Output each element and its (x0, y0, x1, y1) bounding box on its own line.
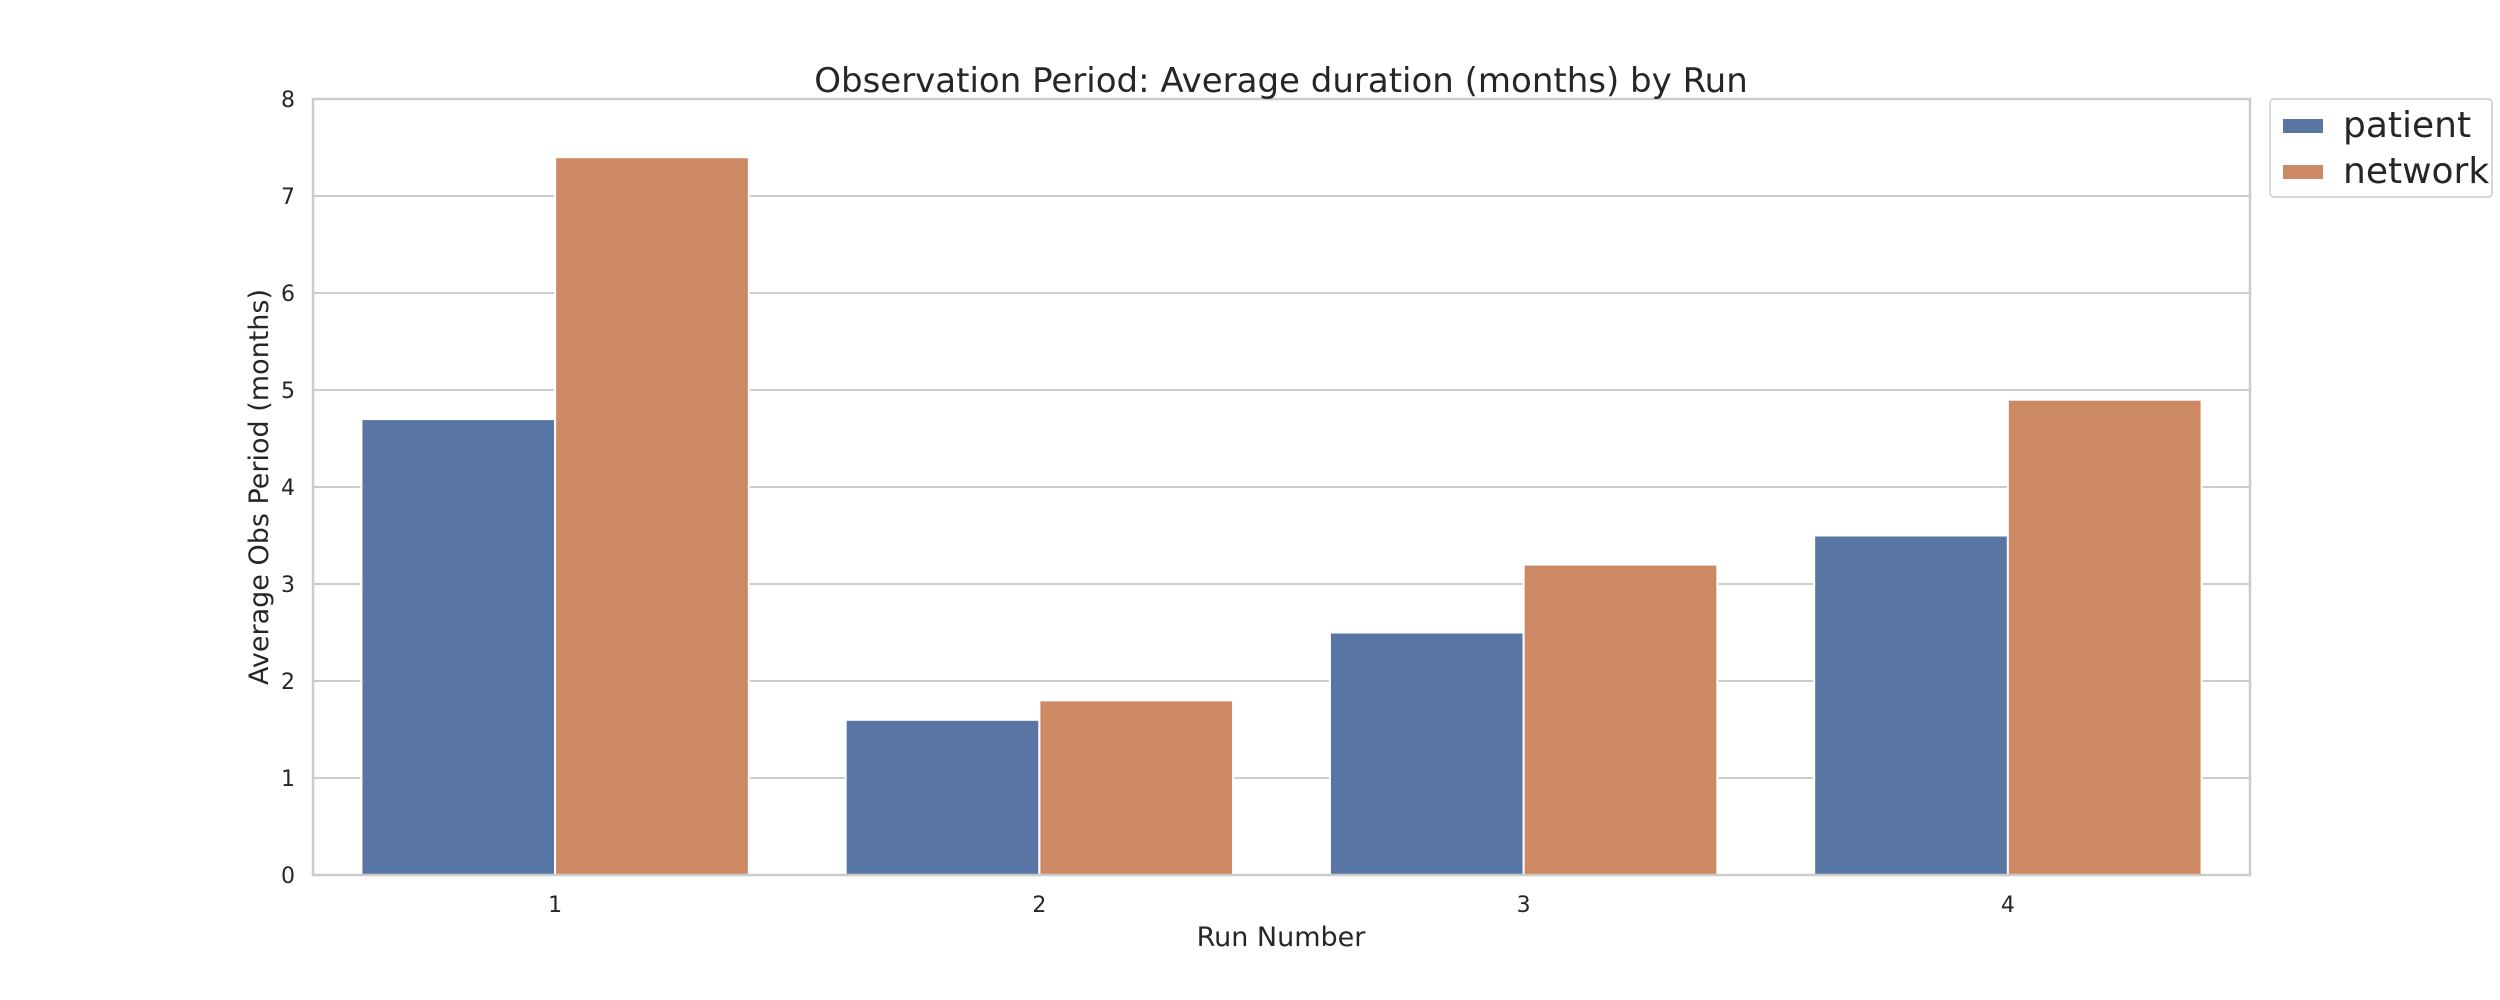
y-tick-label: 8 (281, 88, 295, 113)
bar-network-run-1 (554, 156, 750, 876)
x-tick-label: 4 (2001, 893, 2015, 918)
x-tick-labels: 1 2 3 4 (548, 893, 2015, 918)
y-tick-label: 4 (281, 476, 295, 501)
bar-patient-run-2 (844, 718, 1041, 876)
x-tick-label: 1 (548, 893, 562, 918)
legend-swatch-patient (2283, 119, 2323, 133)
plot-frame (311, 97, 2252, 877)
legend-label-network: network (2343, 151, 2489, 192)
y-tick-label: 2 (281, 670, 295, 695)
x-tick-label: 3 (1517, 893, 1531, 918)
bar-patient-run-3 (1328, 631, 1525, 876)
y-tick-label: 1 (281, 767, 295, 792)
bar-patient-run-1 (360, 418, 557, 876)
y-axis-label: Average Obs Period (months) (244, 289, 275, 685)
bars (360, 156, 2203, 877)
y-tick-label: 7 (281, 185, 295, 210)
bar-patient-run-4 (1813, 534, 2009, 876)
legend-frame (2269, 98, 2493, 198)
legend-label-patient: patient (2343, 105, 2471, 146)
y-tick-labels: 0 1 2 3 4 5 6 7 8 (281, 88, 295, 889)
y-tick-label: 3 (281, 573, 295, 598)
y-tick-label: 5 (281, 379, 295, 404)
bar-network-run-4 (2006, 398, 2203, 876)
legend-swatch-network (2283, 165, 2323, 179)
bar-network-run-3 (1522, 563, 1719, 876)
x-axis-label: Run Number (1197, 922, 1367, 953)
legend: patient network (2269, 98, 2493, 198)
y-tick-label: 0 (281, 864, 295, 889)
y-tick-label: 6 (281, 282, 295, 307)
bar-network-run-2 (1038, 699, 1235, 877)
x-tick-label: 2 (1032, 893, 1046, 918)
chart-title: Observation Period: Average duration (mo… (814, 61, 1748, 101)
